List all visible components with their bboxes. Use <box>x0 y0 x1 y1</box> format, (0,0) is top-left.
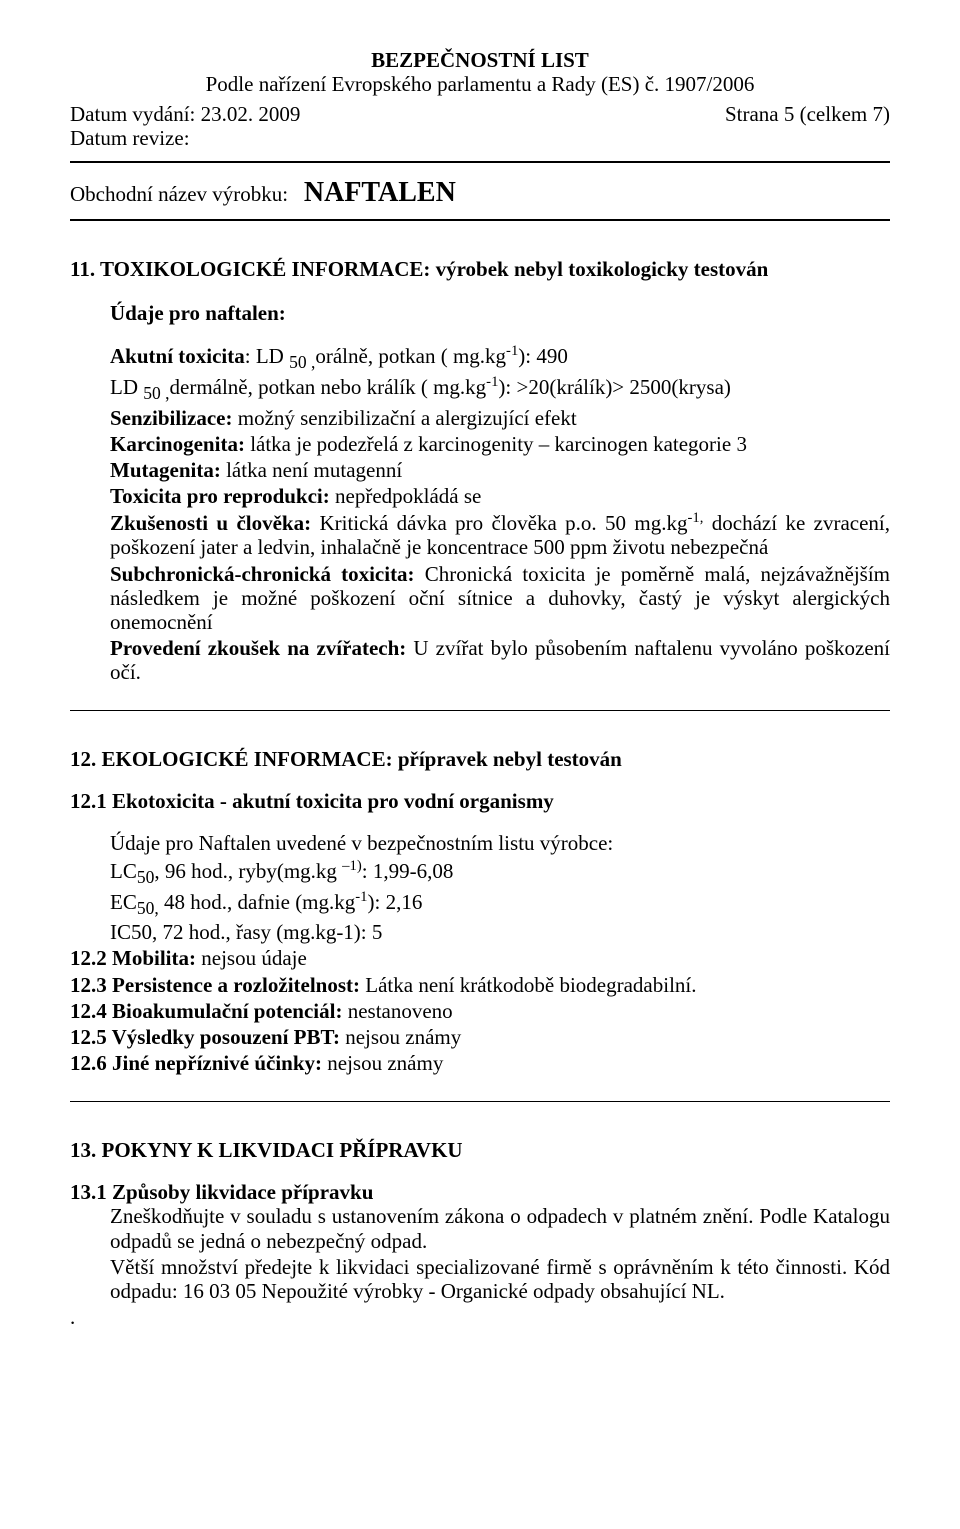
section-12-1-body: Údaje pro Naftalen uvedené v bezpečnostn… <box>110 831 890 944</box>
page-number: Strana 5 (celkem 7) <box>725 102 890 126</box>
product-line: Obchodní název výrobku: NAFTALEN <box>70 177 890 209</box>
acute-toxicity: Akutní toxicita: LD 50 ,orálně, potkan (… <box>110 343 890 372</box>
section-12-6: 12.6 Jiné nepříznivé účinky: nejsou znám… <box>70 1051 890 1075</box>
section-12-3: 12.3 Persistence a rozložitelnost: Látka… <box>70 973 890 997</box>
disposal-p2: Větší množství předejte k likvidaci spec… <box>110 1255 890 1303</box>
divider <box>70 1101 890 1102</box>
section-11-subhead: Údaje pro naftalen: <box>110 301 890 325</box>
divider <box>70 710 890 711</box>
trailing-dot: . <box>70 1305 890 1329</box>
ic50: IC50, 72 hod., řasy (mg.kg-1): 5 <box>110 920 890 944</box>
page: BEZPEČNOSTNÍ LIST Podle nařízení Evropsk… <box>0 0 960 1379</box>
section-11-heading: 11. TOXIKOLOGICKÉ INFORMACE: výrobek neb… <box>70 257 890 281</box>
doc-title: BEZPEČNOSTNÍ LIST <box>70 48 890 72</box>
carcinogenicity: Karcinogenita: látka je podezřelá z karc… <box>110 432 890 456</box>
section-12-4: 12.4 Bioakumulační potenciál: nestanoven… <box>70 999 890 1023</box>
product-name: NAFTALEN <box>304 177 456 208</box>
ec50: EC50, 48 hod., dafnie (mg.kg-1): 2,16 <box>110 889 890 918</box>
disposal-p1: Zneškodňujte v souladu s ustanovením zák… <box>110 1204 890 1252</box>
section-12-heading: 12. EKOLOGICKÉ INFORMACE: přípravek neby… <box>70 747 890 771</box>
product-label: Obchodní název výrobku: <box>70 182 288 206</box>
human-experience: Zkušenosti u člověka: Kritická dávka pro… <box>110 510 890 559</box>
reproduction-toxicity: Toxicita pro reprodukci: nepředpokládá s… <box>110 484 890 508</box>
section-13-heading: 13. POKYNY K LIKVIDACI PŘÍPRAVKU <box>70 1138 890 1162</box>
divider <box>70 219 890 221</box>
animal-tests: Provedení zkoušek na zvířatech: U zvířat… <box>110 636 890 684</box>
section-12-1-heading: 12.1 Ekotoxicita - akutní toxicita pro v… <box>70 789 890 813</box>
revision-date: Datum revize: <box>70 126 890 150</box>
section-12-5: 12.5 Výsledky posouzení PBT: nejsou znám… <box>70 1025 890 1049</box>
issue-date: Datum vydání: 23.02. 2009 <box>70 102 300 126</box>
ecotox-source: Údaje pro Naftalen uvedené v bezpečnostn… <box>110 831 890 855</box>
doc-meta-row: Datum vydání: 23.02. 2009 Strana 5 (celk… <box>70 102 890 126</box>
doc-header: BEZPEČNOSTNÍ LIST Podle nařízení Evropsk… <box>70 48 890 96</box>
mutagenicity: Mutagenita: látka není mutagenní <box>110 458 890 482</box>
acute-toxicity-2: LD 50 ,dermálně, potkan nebo králík ( mg… <box>110 374 890 403</box>
section-13-1-body: Zneškodňujte v souladu s ustanovením zák… <box>110 1204 890 1303</box>
lc50: LC50, 96 hod., ryby(mg.kg –1): 1,99-6,08 <box>110 858 890 887</box>
section-11-body: Akutní toxicita: LD 50 ,orálně, potkan (… <box>110 343 890 684</box>
doc-subtitle: Podle nařízení Evropského parlamentu a R… <box>70 72 890 96</box>
subchronic-toxicity: Subchronická-chronická toxicita: Chronic… <box>110 562 890 634</box>
section-13-1-heading: 13.1 Způsoby likvidace přípravku <box>70 1180 890 1204</box>
section-12-2: 12.2 Mobilita: nejsou údaje <box>70 946 890 970</box>
sensitization: Senzibilizace: možný senzibilizační a al… <box>110 406 890 430</box>
divider <box>70 161 890 163</box>
